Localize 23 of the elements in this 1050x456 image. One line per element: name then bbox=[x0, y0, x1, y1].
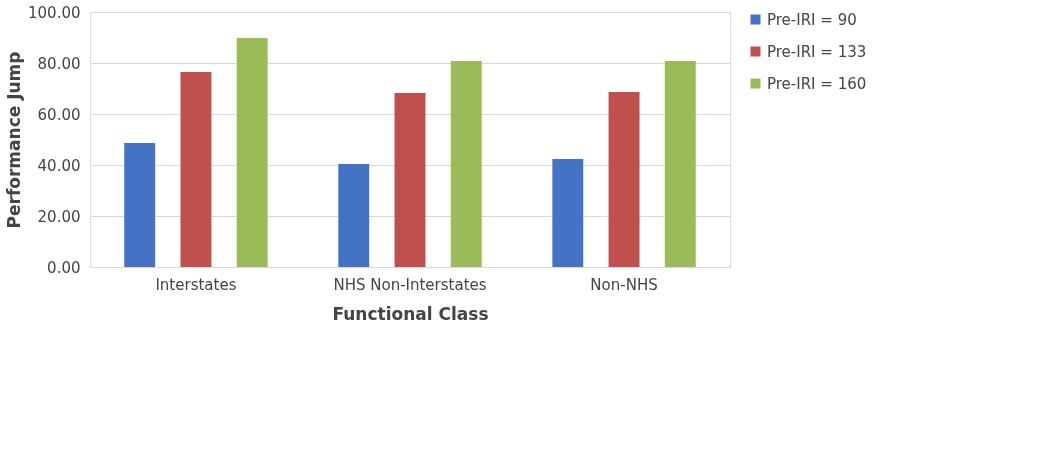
x-axis-title: Functional Class bbox=[332, 303, 489, 324]
bar bbox=[236, 38, 268, 267]
bar bbox=[664, 60, 696, 267]
legend-label: Pre-IRI = 160 bbox=[767, 74, 867, 93]
bar bbox=[124, 143, 156, 267]
bar bbox=[608, 92, 640, 267]
x-tick-label: Interstates bbox=[155, 275, 237, 294]
bar bbox=[450, 60, 482, 267]
bar bbox=[394, 93, 426, 267]
y-tick-label: 60.00 bbox=[37, 105, 81, 124]
bar bbox=[180, 71, 212, 267]
y-tick-label: 80.00 bbox=[37, 54, 81, 73]
y-tick-label: 40.00 bbox=[37, 156, 81, 175]
legend-label: Pre-IRI = 90 bbox=[767, 10, 857, 29]
x-tick-label: NHS Non-Interstates bbox=[333, 275, 487, 294]
y-tick-label: 0.00 bbox=[47, 258, 81, 277]
bar bbox=[338, 163, 370, 267]
bar bbox=[552, 158, 584, 267]
y-axis-title: Performance Jump bbox=[4, 51, 25, 229]
x-tick-label: Non-NHS bbox=[590, 275, 658, 294]
y-tick-label: 20.00 bbox=[37, 207, 81, 226]
legend-label: Pre-IRI = 133 bbox=[767, 42, 867, 61]
y-tick-label: 100.00 bbox=[28, 3, 81, 22]
